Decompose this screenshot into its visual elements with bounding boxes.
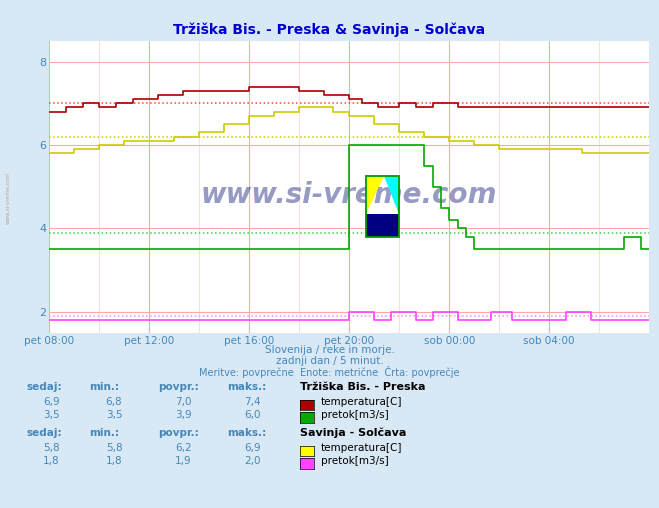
Text: 7,4: 7,4 <box>244 397 261 407</box>
Text: Meritve: povprečne  Enote: metrične  Črta: povprečje: Meritve: povprečne Enote: metrične Črta:… <box>199 366 460 378</box>
Text: zadnji dan / 5 minut.: zadnji dan / 5 minut. <box>275 356 384 366</box>
Text: www.si-vreme.com: www.si-vreme.com <box>201 181 498 209</box>
Text: pretok[m3/s]: pretok[m3/s] <box>321 410 389 420</box>
Text: 6,9: 6,9 <box>244 443 261 453</box>
Text: 2,0: 2,0 <box>244 456 261 466</box>
Polygon shape <box>366 176 384 214</box>
Text: pretok[m3/s]: pretok[m3/s] <box>321 456 389 466</box>
Bar <box>366 176 399 237</box>
Text: 6,0: 6,0 <box>244 410 261 420</box>
Text: 1,8: 1,8 <box>105 456 123 466</box>
Text: povpr.:: povpr.: <box>158 428 199 438</box>
Text: sedaj:: sedaj: <box>26 382 62 392</box>
Text: min.:: min.: <box>89 382 119 392</box>
Text: 6,8: 6,8 <box>105 397 123 407</box>
Text: min.:: min.: <box>89 428 119 438</box>
Text: www.si-vreme.com: www.si-vreme.com <box>5 172 11 224</box>
Text: temperatura[C]: temperatura[C] <box>321 443 403 453</box>
Text: sedaj:: sedaj: <box>26 428 62 438</box>
Text: povpr.:: povpr.: <box>158 382 199 392</box>
Text: 3,9: 3,9 <box>175 410 192 420</box>
Text: 3,5: 3,5 <box>43 410 60 420</box>
Text: Tržiška Bis. - Preska & Savinja - Solčava: Tržiška Bis. - Preska & Savinja - Solčav… <box>173 23 486 38</box>
Text: 1,9: 1,9 <box>175 456 192 466</box>
Text: Slovenija / reke in morje.: Slovenija / reke in morje. <box>264 345 395 356</box>
Text: maks.:: maks.: <box>227 428 267 438</box>
Text: Savinja - Solčava: Savinja - Solčava <box>300 428 406 438</box>
Text: 3,5: 3,5 <box>105 410 123 420</box>
Text: 6,2: 6,2 <box>175 443 192 453</box>
Text: maks.:: maks.: <box>227 382 267 392</box>
Text: Tržiška Bis. - Preska: Tržiška Bis. - Preska <box>300 382 425 392</box>
Text: 5,8: 5,8 <box>43 443 60 453</box>
Text: 7,0: 7,0 <box>175 397 192 407</box>
Bar <box>366 214 399 237</box>
Text: temperatura[C]: temperatura[C] <box>321 397 403 407</box>
Text: 5,8: 5,8 <box>105 443 123 453</box>
Polygon shape <box>384 176 399 214</box>
Text: 6,9: 6,9 <box>43 397 60 407</box>
Text: 1,8: 1,8 <box>43 456 60 466</box>
